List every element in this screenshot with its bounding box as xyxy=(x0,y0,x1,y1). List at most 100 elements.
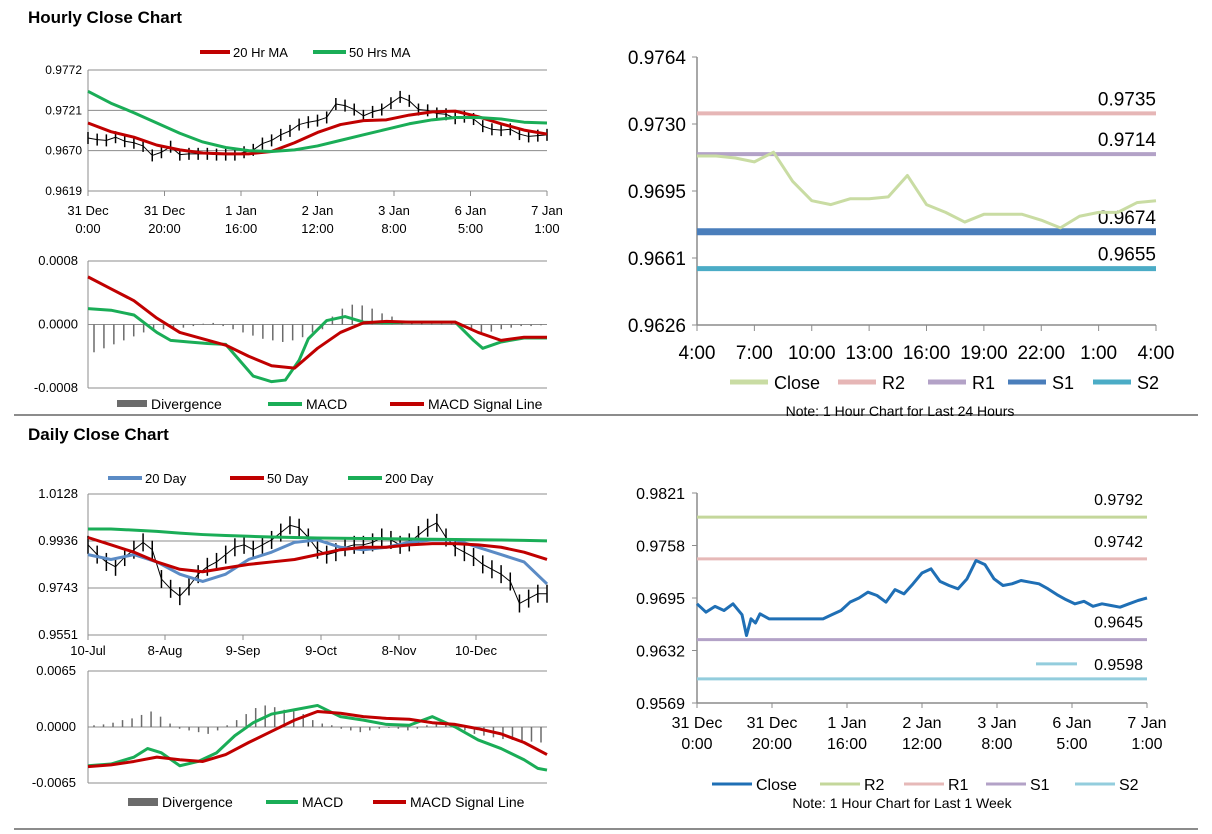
legend-label: R2 xyxy=(882,373,905,393)
legend-label: Close xyxy=(774,373,820,393)
y-tick-label: 0.9626 xyxy=(628,316,686,337)
x-tick-label: 3 Jan xyxy=(977,715,1016,732)
legend-label: 50 Day xyxy=(267,471,309,486)
x-tick-label: 4:00 xyxy=(1138,343,1175,364)
x-tick-label: 7:00 xyxy=(736,343,773,364)
legend-label: MACD xyxy=(306,396,347,412)
x-tick-label: 20:00 xyxy=(148,221,181,236)
level-label: 0.9674 xyxy=(1098,208,1157,229)
x-tick-label: 2 Jan xyxy=(302,203,334,218)
x-tick-label: 19:00 xyxy=(960,343,1008,364)
y-tick-label: 0.9661 xyxy=(628,249,686,270)
level-label: 0.9598 xyxy=(1094,657,1143,674)
x-tick-label: 8:00 xyxy=(981,736,1012,753)
ma-50-day-line xyxy=(87,536,548,574)
y-tick-label: 0.9730 xyxy=(628,115,686,136)
hourly-section-title: Hourly Close Chart xyxy=(28,8,182,27)
x-tick-label: 9-Sep xyxy=(226,643,261,658)
y-tick-label: 0.9619 xyxy=(45,184,82,198)
x-tick-label: 16:00 xyxy=(827,736,867,753)
legend-label: Close xyxy=(756,777,797,794)
x-tick-label: 16:00 xyxy=(903,343,951,364)
price-line xyxy=(87,522,547,604)
x-tick-label: 8-Aug xyxy=(148,643,183,658)
y-tick-label: 0.9743 xyxy=(38,580,78,595)
x-tick-label: 6 Jan xyxy=(455,203,487,218)
y-tick-label: 0.0000 xyxy=(38,317,78,332)
section-divider xyxy=(14,414,1198,416)
level-label: 0.9735 xyxy=(1098,89,1156,110)
y-tick-label: 0.9721 xyxy=(45,103,82,117)
x-tick-label: 6 Jan xyxy=(1052,715,1091,732)
close-line xyxy=(697,150,1157,230)
x-tick-label: 7 Jan xyxy=(1127,715,1166,732)
y-tick-label: 0.9764 xyxy=(628,48,687,69)
legend-label: MACD Signal Line xyxy=(410,794,525,810)
y-tick-label: 0.9695 xyxy=(628,182,686,203)
level-label: 0.9655 xyxy=(1098,245,1156,266)
x-tick-label: 1:00 xyxy=(534,221,559,236)
legend-label: S1 xyxy=(1030,777,1050,794)
y-tick-label: 0.0008 xyxy=(38,253,78,268)
x-tick-label: 10-Jul xyxy=(70,643,106,658)
y-tick-label: 0.9936 xyxy=(38,533,78,548)
legend-label: 20 Hr MA xyxy=(233,45,288,60)
y-tick-label: 0.9772 xyxy=(45,63,82,77)
x-tick-label: 31 Dec xyxy=(747,715,798,732)
legend-label: R1 xyxy=(972,373,995,393)
y-tick-label: 0.9569 xyxy=(636,696,685,713)
x-tick-label: 0:00 xyxy=(75,221,100,236)
ma-50-line xyxy=(87,90,548,153)
x-tick-label: 1:00 xyxy=(1080,343,1117,364)
y-tick-label: 0.9551 xyxy=(38,627,78,642)
legend-label: 200 Day xyxy=(385,471,434,486)
x-tick-label: 4:00 xyxy=(679,343,716,364)
ma-20-line xyxy=(87,109,548,156)
x-tick-label: 9-Oct xyxy=(305,643,337,658)
x-tick-label: 8-Nov xyxy=(382,643,417,658)
x-tick-label: 0:00 xyxy=(681,736,712,753)
legend-label: Divergence xyxy=(162,794,233,810)
x-tick-label: 16:00 xyxy=(225,221,258,236)
bottom-divider xyxy=(14,828,1198,830)
legend-label: MACD xyxy=(302,794,343,810)
x-tick-label: 31 Dec xyxy=(67,203,109,218)
macd-signal-line xyxy=(87,709,548,769)
level-label: 0.9742 xyxy=(1094,534,1143,551)
x-tick-label: 3 Jan xyxy=(378,203,410,218)
x-tick-label: 7 Jan xyxy=(531,203,563,218)
legend-label: Divergence xyxy=(151,396,222,412)
legend-label: S2 xyxy=(1119,777,1139,794)
y-tick-label: -0.0065 xyxy=(32,775,76,790)
y-tick-label: 0.0065 xyxy=(36,663,76,678)
x-tick-label: 20:00 xyxy=(752,736,792,753)
x-tick-label: 2 Jan xyxy=(902,715,941,732)
chart-note: Note: 1 Hour Chart for Last 24 Hours xyxy=(786,403,1015,419)
legend-label: MACD Signal Line xyxy=(428,396,543,412)
y-tick-label: 0.0000 xyxy=(36,719,76,734)
x-tick-label: 31 Dec xyxy=(144,203,186,218)
ma-200-day-line xyxy=(88,527,548,543)
x-tick-label: 22:00 xyxy=(1017,343,1065,364)
x-tick-label: 8:00 xyxy=(381,221,406,236)
legend-swatch-divergence xyxy=(128,798,158,806)
y-tick-label: 1.0128 xyxy=(38,486,78,501)
chart-note: Note: 1 Hour Chart for Last 1 Week xyxy=(792,795,1012,811)
legend-label: 50 Hrs MA xyxy=(349,45,411,60)
legend-label: R2 xyxy=(864,777,885,794)
macd-line xyxy=(87,703,548,772)
macd-signal-line xyxy=(87,275,547,370)
x-tick-label: 1 Jan xyxy=(225,203,257,218)
y-tick-label: 0.9632 xyxy=(636,644,685,661)
x-tick-label: 10-Dec xyxy=(455,643,497,658)
macd-line xyxy=(87,307,547,384)
legend-label: 20 Day xyxy=(145,471,187,486)
close-line xyxy=(695,559,1148,637)
legend-swatch-divergence xyxy=(117,400,147,407)
x-tick-label: 12:00 xyxy=(301,221,334,236)
level-label: 0.9645 xyxy=(1094,615,1143,632)
x-tick-label: 5:00 xyxy=(458,221,483,236)
x-tick-label: 10:00 xyxy=(788,343,836,364)
y-tick-label: 0.9670 xyxy=(45,144,82,158)
